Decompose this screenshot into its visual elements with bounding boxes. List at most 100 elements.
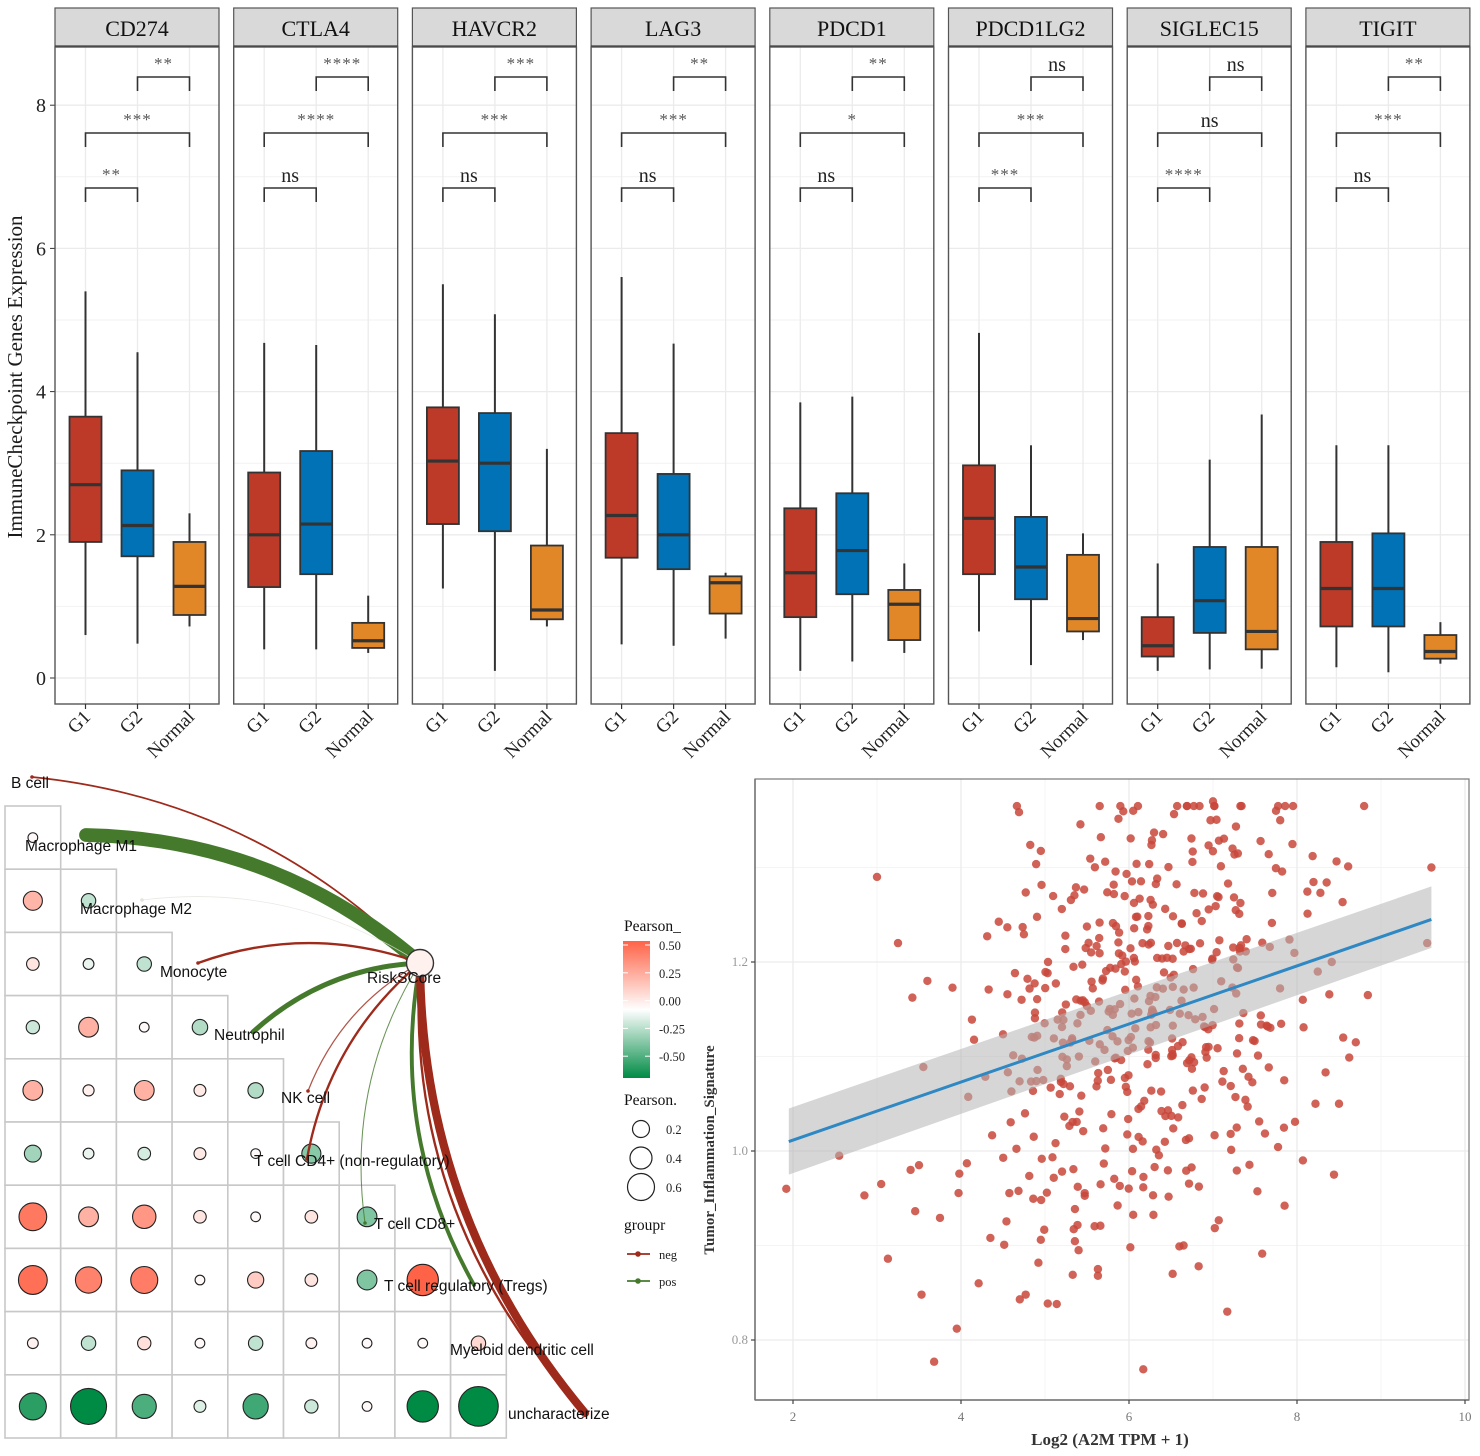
edge-endpoint — [306, 1089, 310, 1093]
scatter-point — [1280, 1201, 1289, 1210]
color-tick-label: -0.25 — [659, 1022, 685, 1036]
size-legend-label: 0.6 — [666, 1181, 682, 1195]
scatter-point — [1210, 1131, 1219, 1140]
x-tick-label: Normal — [1037, 707, 1093, 763]
scatter-point — [911, 1207, 920, 1216]
scatter-point — [1021, 888, 1030, 897]
correlation-circle — [82, 1147, 95, 1160]
scatter-point — [1151, 1053, 1160, 1063]
scatter-point — [1051, 1138, 1060, 1148]
scatter-point — [1096, 1180, 1105, 1189]
scatter-point — [1032, 912, 1042, 922]
scatter-point — [1070, 891, 1079, 900]
scatter-point — [1113, 1201, 1122, 1210]
scatter-point — [1149, 1210, 1158, 1220]
scatter-point — [1127, 1167, 1137, 1176]
scatter-point — [1017, 995, 1026, 1004]
significance-bracket — [978, 187, 1032, 202]
significance-bracket — [620, 187, 675, 202]
scatter-point — [1164, 1192, 1173, 1201]
correlation-circle — [138, 1021, 150, 1033]
scatter-point — [1077, 1091, 1086, 1100]
scatter-point — [1026, 840, 1035, 850]
significance-label: ns — [1354, 165, 1372, 187]
correlation-circle — [417, 1337, 429, 1349]
scatter-point — [929, 1357, 939, 1366]
scatter-point — [1069, 1164, 1078, 1174]
x-tick-label: 10 — [1459, 1409, 1472, 1424]
y-tick-label: 0.8 — [732, 1332, 748, 1347]
edge-t-cell-cd4-non-regulatory- — [305, 961, 422, 1161]
y-tick-label: 0 — [36, 668, 46, 690]
correlation-circle — [361, 1337, 373, 1349]
box-g2 — [656, 473, 691, 571]
scatter-point — [1095, 933, 1104, 943]
correlation-circle — [356, 1269, 378, 1291]
scatter-point — [1068, 1117, 1077, 1127]
scatter-point — [1238, 1064, 1248, 1074]
significance-label: **** — [1165, 165, 1203, 184]
scatter-point — [955, 1169, 964, 1178]
scatter-point — [1126, 834, 1135, 843]
edge-endpoint — [305, 1157, 309, 1161]
scatter-point — [1311, 1099, 1320, 1108]
correlation-circle — [74, 1266, 103, 1294]
x-tick-label: G1 — [421, 707, 452, 738]
x-tick-label: 2 — [790, 1409, 797, 1424]
significance-label: ns — [281, 165, 299, 187]
scatter-point — [1273, 1142, 1283, 1152]
box-y-axis-label: ImmuneCheckpoint Genes Expression — [3, 215, 27, 539]
scatter-point — [1139, 1172, 1148, 1182]
scatter-point — [1061, 931, 1070, 940]
scatter-point — [1204, 905, 1213, 914]
correlation-circle — [194, 1274, 206, 1286]
scatter-point — [1095, 949, 1104, 958]
scatter-point — [1260, 1129, 1270, 1138]
scatter-point — [1129, 953, 1139, 963]
scatter-point — [1179, 1241, 1188, 1250]
correlation-network-figure: B cell Macrophage M1 Macrophage M2 Monocyte… — [4, 775, 685, 1439]
facet-title: CTLA4 — [281, 16, 349, 41]
significance-label: *** — [659, 110, 688, 129]
y-tick-label: 6 — [36, 238, 46, 260]
scatter-point — [1146, 895, 1155, 905]
scatter-point — [1019, 930, 1029, 939]
scatter-point — [1232, 1166, 1242, 1175]
scatter-point — [1427, 863, 1436, 872]
scatter-point — [1012, 1144, 1021, 1153]
box-g1 — [1319, 541, 1354, 628]
scatter-point — [1040, 1225, 1049, 1234]
scatter-point — [1071, 883, 1081, 892]
correlation-circle — [406, 1390, 439, 1423]
scatter-point — [1214, 892, 1223, 902]
scatter-point — [1084, 938, 1093, 948]
scatter-point — [999, 1153, 1008, 1162]
size-legend-label: 0.2 — [666, 1123, 682, 1137]
scatter-point — [1002, 1217, 1011, 1226]
scatter-point — [994, 917, 1003, 926]
scatter-point — [1267, 918, 1277, 928]
scatter-point — [1268, 888, 1277, 898]
x-tick-label: G1 — [64, 707, 95, 738]
group-legend-label: neg — [659, 1248, 678, 1262]
correlation-circle — [26, 1337, 39, 1350]
scatter-point — [914, 1160, 924, 1170]
scatter-point — [962, 1159, 972, 1168]
correlation-circle — [305, 1337, 318, 1350]
scatter-point — [1215, 936, 1224, 945]
scatter-point — [1173, 1041, 1183, 1051]
scatter-point — [1214, 1216, 1223, 1225]
facet-strip — [233, 7, 399, 47]
scatter-point — [1123, 1130, 1132, 1139]
correlation-circle — [80, 893, 97, 909]
scatter-point — [1288, 801, 1298, 811]
scatter-point — [1232, 1049, 1242, 1058]
edge-macrophage-m1 — [79, 828, 427, 970]
correlation-circle — [25, 957, 40, 971]
scatter-point — [1103, 1065, 1113, 1075]
box-g2 — [1192, 546, 1227, 634]
color-tick-label: 0.50 — [659, 939, 681, 953]
scatter-point — [1029, 1194, 1038, 1203]
